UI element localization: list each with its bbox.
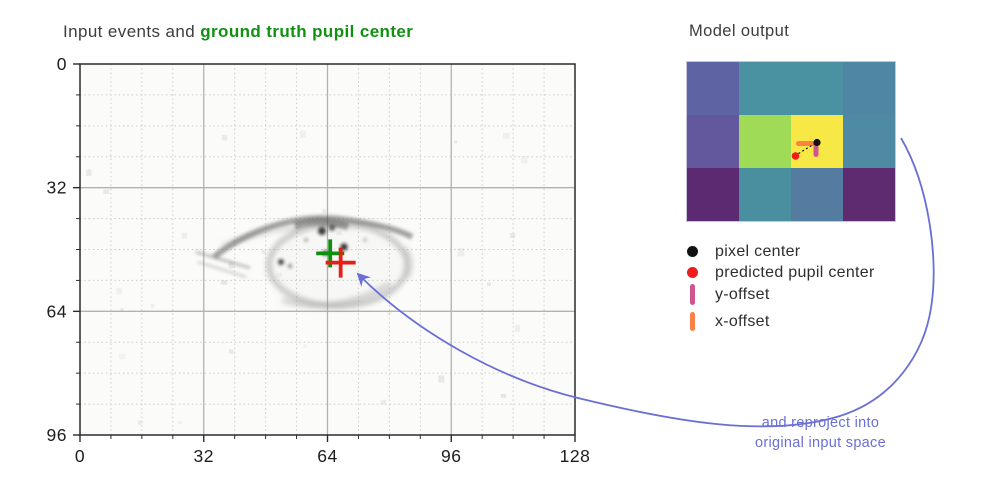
legend-item-x-offset: x-offset xyxy=(684,312,875,331)
x-tick-label: 64 xyxy=(317,446,337,466)
heatmap-offset-markers xyxy=(791,138,821,160)
x-offset-marker-icon xyxy=(684,312,700,331)
y-tick-label: 96 xyxy=(47,425,67,445)
heatmap-legend: pixel center predicted pupil center y-offs… xyxy=(684,242,875,331)
heatmap-cell xyxy=(843,115,895,168)
legend-item-pixel-center: pixel center xyxy=(684,242,875,261)
heatmap-cell xyxy=(791,168,843,221)
right-panel-title: Model output xyxy=(689,22,790,40)
left-panel-title: Input events and ground truth pupil cent… xyxy=(63,22,413,42)
legend-item-y-offset: y-offset xyxy=(684,284,875,305)
y-tick-label: 64 xyxy=(47,301,67,321)
heatmap-cell xyxy=(687,168,739,221)
heatmap-cell xyxy=(687,115,739,168)
predicted-pupil-center-marker xyxy=(686,267,698,278)
legend-label: y-offset xyxy=(715,285,770,303)
y-tick-label: 32 xyxy=(47,178,67,198)
legend-label: predicted pupil center xyxy=(715,263,875,281)
heatmap-cell xyxy=(739,115,791,168)
caption-line-2: original input space xyxy=(755,435,886,451)
heatmap-cell xyxy=(687,62,739,115)
legend-label: x-offset xyxy=(715,312,770,330)
legend-label: pixel center xyxy=(715,242,801,260)
plot-grid: 0 32 64 96 128 0 32 64 96 xyxy=(47,54,591,466)
x-tick-label: 96 xyxy=(441,446,461,466)
reproject-arrow xyxy=(356,137,935,428)
pupil-markers xyxy=(316,239,356,278)
reproject-caption: and reproject into original input space xyxy=(703,413,938,453)
offset-dashed-line xyxy=(798,142,816,155)
left-title-prefix: Input events and xyxy=(63,22,201,41)
predicted-pupil-center-marker-icon xyxy=(684,267,700,278)
x-tick-label: 0 xyxy=(75,446,85,466)
y-offset-bar xyxy=(813,145,819,157)
predicted-pupil-center-dot xyxy=(791,152,800,160)
pixel-center-marker-icon xyxy=(684,246,700,257)
heatmap-cell xyxy=(739,62,791,115)
caption-line-1: and reproject into xyxy=(761,415,880,431)
heatmap-cell xyxy=(739,168,791,221)
pixel-center-dot xyxy=(813,138,821,147)
heatmap-cell xyxy=(843,168,895,221)
heatmap-cell xyxy=(791,62,843,115)
y-offset-marker-icon xyxy=(684,284,700,305)
x-tick-label: 128 xyxy=(560,446,591,466)
legend-item-predicted-pupil-center: predicted pupil center xyxy=(684,263,875,282)
prediction-cross xyxy=(325,247,356,278)
y-offset-marker xyxy=(689,284,695,305)
x-offset-marker xyxy=(689,312,695,331)
pixel-center-marker xyxy=(686,246,698,257)
left-title-highlight: ground truth pupil center xyxy=(200,22,414,41)
x-tick-label: 32 xyxy=(194,446,214,466)
model-output-heatmap xyxy=(686,61,896,222)
y-tick-label: 0 xyxy=(57,54,67,74)
x-offset-bar xyxy=(796,141,819,146)
heatmap-cell xyxy=(843,62,895,115)
